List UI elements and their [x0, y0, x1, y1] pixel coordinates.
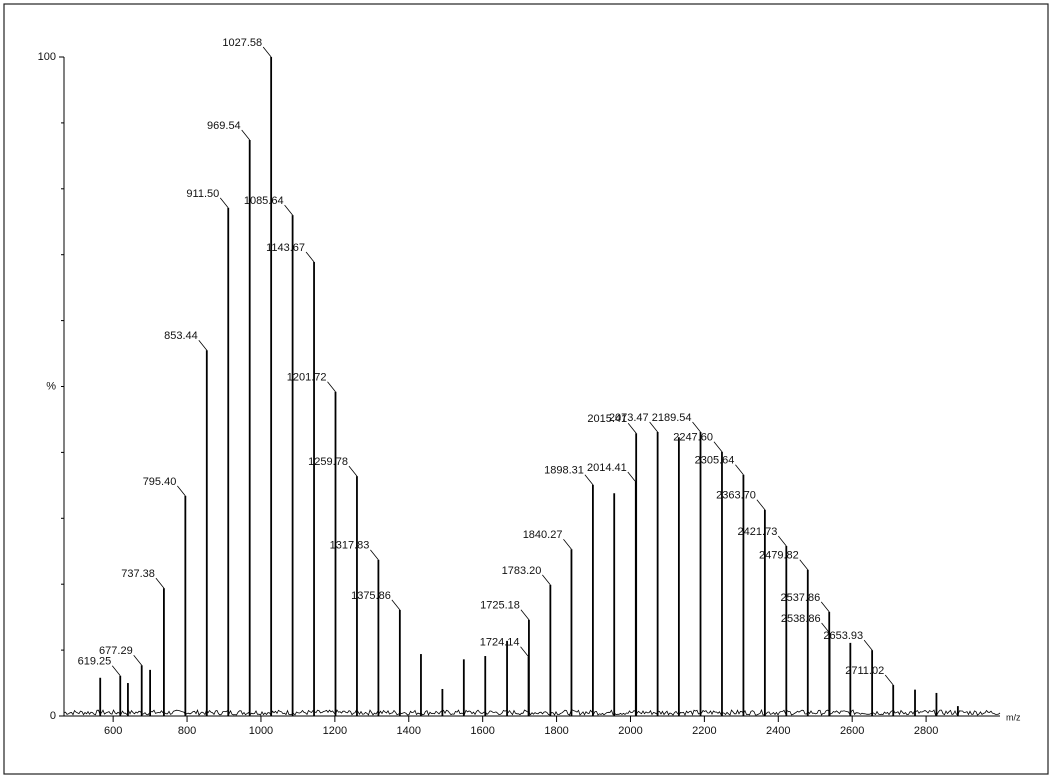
label-leader — [884, 674, 894, 686]
x-tick-label: 2800 — [914, 725, 938, 737]
peak-label: 1724.14 — [480, 637, 520, 649]
baseline-noise — [63, 708, 1001, 716]
peak-label: 677.29 — [99, 645, 133, 657]
label-leader — [284, 204, 293, 216]
label-leader — [692, 421, 701, 433]
peak-label: 2479.82 — [759, 550, 799, 562]
x-tick-label: 2400 — [766, 725, 790, 737]
peak-label: 2305.64 — [695, 455, 735, 467]
label-leader — [520, 609, 530, 621]
peak-label: 2363.70 — [716, 490, 756, 502]
peak-label: 1783.20 — [502, 565, 542, 577]
peak-label: 1027.58 — [222, 37, 262, 49]
peak-label: 1840.27 — [523, 529, 563, 541]
label-leader — [520, 646, 529, 657]
peak-label: 2653.93 — [823, 630, 863, 642]
x-axis-label: m/z — [1006, 712, 1021, 722]
peak-label: 2189.54 — [652, 412, 692, 424]
peak-label: 1725.18 — [480, 600, 520, 612]
label-leader — [713, 441, 723, 452]
label-leader — [133, 655, 143, 666]
peak-label: 1201.72 — [287, 372, 327, 384]
peak-label: 2014.41 — [587, 462, 627, 474]
frame — [3, 3, 1049, 775]
label-leader — [111, 665, 121, 677]
label-leader — [627, 471, 637, 483]
label-leader — [391, 599, 401, 611]
label-leader — [584, 474, 594, 485]
label-leader — [778, 535, 787, 547]
x-tick-label: 600 — [104, 725, 122, 737]
x-tick-label: 800 — [178, 725, 196, 737]
peak-label: 2015.41 — [587, 413, 627, 425]
label-leader — [756, 499, 766, 510]
y-tick-label: 100 — [38, 51, 56, 63]
label-leader — [155, 577, 165, 589]
label-leader — [370, 549, 379, 561]
peak-label: 2421.73 — [738, 526, 778, 538]
label-leader — [799, 559, 809, 570]
label-leader — [735, 464, 744, 476]
x-tick-label: 1200 — [323, 725, 347, 737]
peak-label: 1259.78 — [308, 456, 348, 468]
x-tick-label: 2200 — [692, 725, 716, 737]
label-leader — [241, 129, 251, 141]
peak-label: 1317.83 — [330, 540, 370, 552]
x-tick-label: 2000 — [618, 725, 642, 737]
peak-label: 619.25 — [78, 656, 112, 668]
label-leader — [348, 465, 358, 477]
y-tick-label: 0 — [50, 710, 56, 722]
label-leader — [327, 381, 336, 393]
peak-label: 737.38 — [121, 568, 155, 580]
peak-label: 2247.60 — [673, 432, 713, 444]
label-leader — [627, 423, 637, 434]
label-leader — [820, 601, 830, 613]
label-leader — [177, 485, 186, 497]
x-tick-label: 2600 — [840, 725, 864, 737]
peak-label: 1085.64 — [244, 195, 284, 207]
x-tick-label: 1400 — [397, 725, 421, 737]
peak-label: 1375.86 — [351, 590, 391, 602]
x-tick-label: 1000 — [249, 725, 273, 737]
peak-label: 2538.86 — [781, 613, 821, 625]
peak-label: 1143.67 — [266, 242, 305, 254]
label-leader — [821, 622, 830, 634]
peak-label: 2073.47 — [609, 412, 649, 424]
peak-label: 2537.86 — [780, 592, 820, 604]
x-tick-label: 1800 — [544, 725, 568, 737]
peak-label: 795.40 — [143, 476, 177, 488]
label-leader — [863, 639, 873, 651]
peak-label: 1898.31 — [544, 465, 584, 477]
peak-label: 911.50 — [186, 188, 219, 200]
label-leader — [305, 251, 315, 263]
x-tick-label: 1600 — [470, 725, 494, 737]
label-leader — [649, 421, 658, 433]
label-leader — [262, 46, 272, 58]
label-leader — [563, 539, 572, 550]
label-leader — [219, 197, 229, 209]
y-axis-label: % — [46, 380, 56, 392]
label-leader — [542, 574, 551, 586]
peak-label: 853.44 — [164, 330, 198, 342]
label-leader — [198, 340, 208, 351]
peak-label: 969.54 — [207, 120, 241, 132]
peak-label: 2711.02 — [845, 665, 884, 677]
